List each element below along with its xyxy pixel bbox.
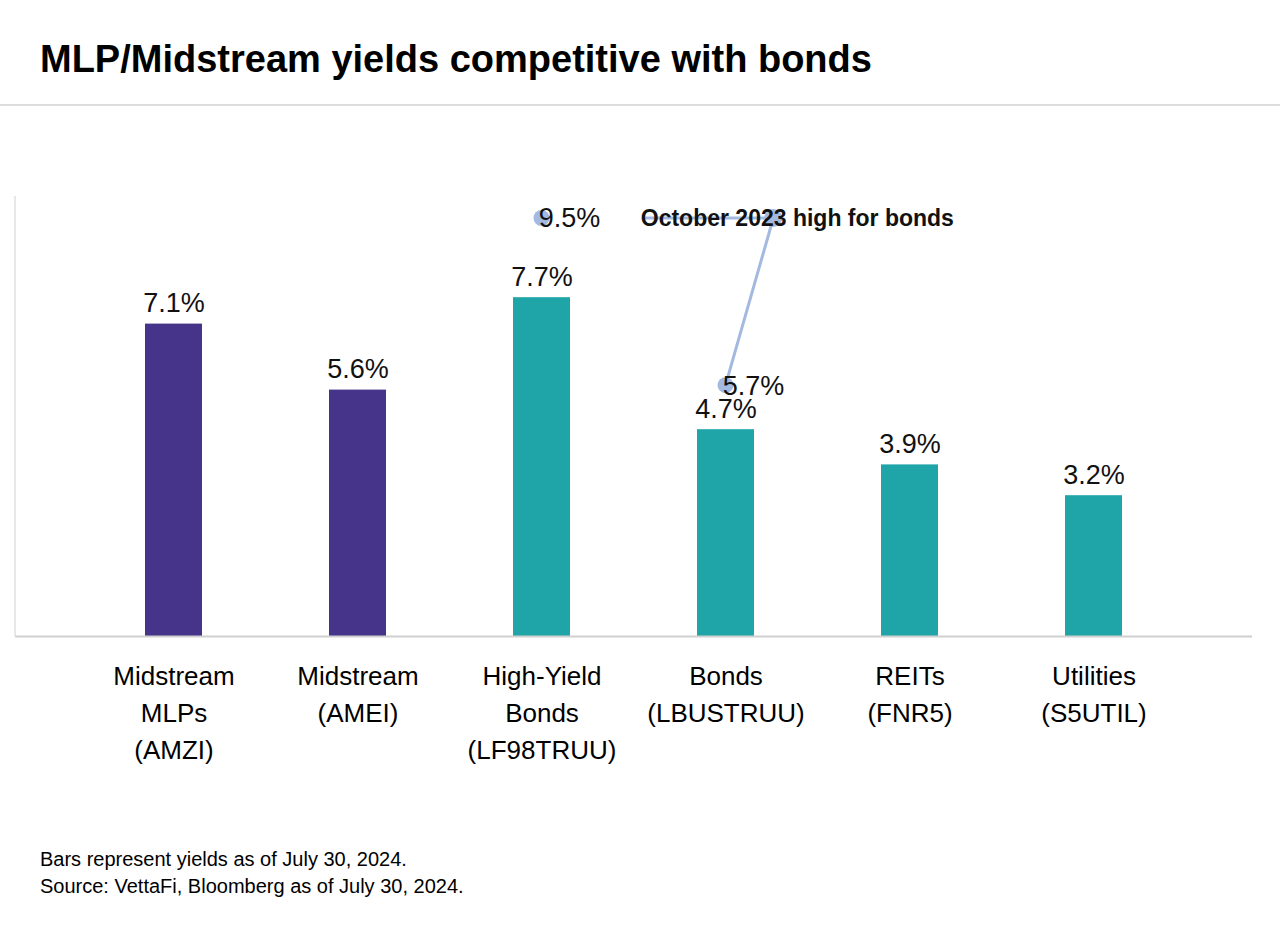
svg-text:9.5%: 9.5% <box>539 203 601 233</box>
svg-text:Midstream(AMEI): Midstream(AMEI) <box>297 661 418 728</box>
svg-text:4.7%: 4.7% <box>695 393 757 424</box>
svg-text:Bonds(LBUSTRUU): Bonds(LBUSTRUU) <box>647 661 804 728</box>
svg-text:5.7%: 5.7% <box>723 371 785 401</box>
svg-text:5.6%: 5.6% <box>327 354 389 384</box>
svg-text:High-YieldBonds(LF98TRUU): High-YieldBonds(LF98TRUU) <box>468 661 617 765</box>
svg-text:3.9%: 3.9% <box>879 429 941 459</box>
svg-text:Utilities(S5UTIL): Utilities(S5UTIL) <box>1041 661 1146 728</box>
html-text:Bars represent yields as of Ju: Bars represent yields as of July 30, 202… <box>40 848 407 870</box>
svg-text:MidstreamMLPs(AMZI): MidstreamMLPs(AMZI) <box>113 661 234 765</box>
svg-text:October 2023 high for bonds: October 2023 high for bonds <box>641 205 954 231</box>
svg-text:REITs(FNR5): REITs(FNR5) <box>867 661 952 728</box>
svg-text:3.2%: 3.2% <box>1063 460 1125 490</box>
html-text:Source: VettaFi, Bloomberg as: Source: VettaFi, Bloomberg as of July 30… <box>40 875 464 897</box>
html-text:MLP/Midstream yields competiti: MLP/Midstream yields competitive with bo… <box>40 38 872 80</box>
svg-text:7.7%: 7.7% <box>511 262 573 292</box>
svg-text:7.1%: 7.1% <box>143 288 205 318</box>
